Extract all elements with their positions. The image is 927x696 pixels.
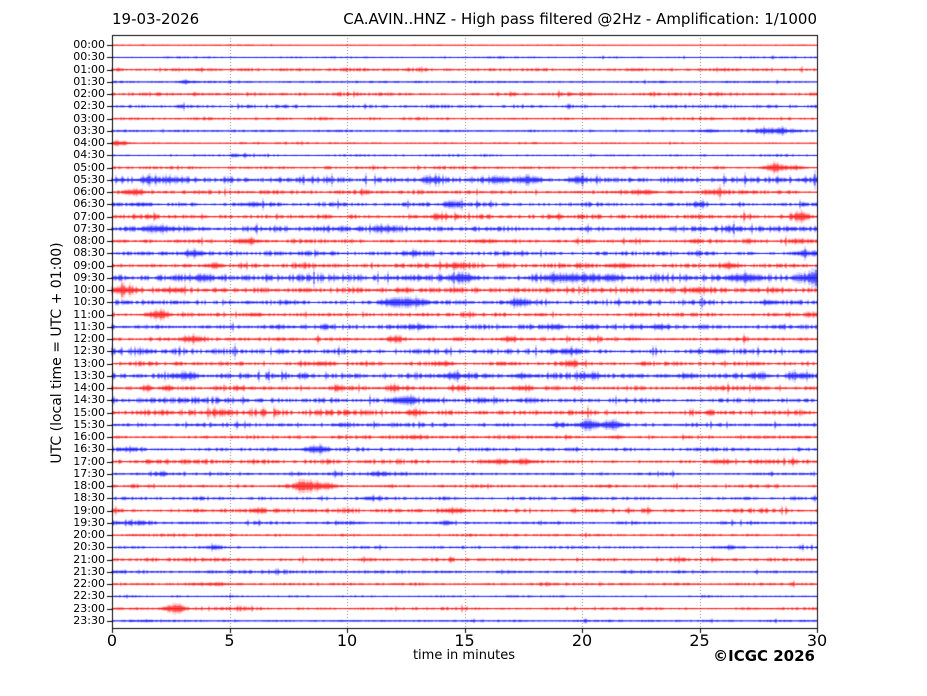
y-tick-label: 00:30 bbox=[73, 50, 105, 64]
x-tick-label: 10 bbox=[336, 631, 358, 650]
y-tick-label: 16:30 bbox=[73, 442, 105, 456]
y-tick-label: 07:00 bbox=[73, 209, 105, 223]
y-tick-label: 09:30 bbox=[73, 270, 105, 284]
y-tick-label: 05:30 bbox=[73, 172, 105, 186]
y-tick-label: 08:00 bbox=[73, 234, 105, 248]
y-tick-label: 23:00 bbox=[73, 601, 105, 615]
y-tick-label: 02:30 bbox=[73, 99, 105, 113]
y-tick-label: 15:00 bbox=[73, 405, 105, 419]
y-tick-label: 20:30 bbox=[73, 540, 105, 554]
y-tick-label: 23:30 bbox=[73, 613, 105, 627]
y-tick-label: 01:30 bbox=[73, 74, 105, 88]
y-tick-label: 20:00 bbox=[73, 528, 105, 542]
y-tick-label: 06:00 bbox=[73, 185, 105, 199]
y-tick-label: 03:30 bbox=[73, 123, 105, 137]
y-tick-label: 19:00 bbox=[73, 503, 105, 517]
copyright-label: ©ICGC 2026 bbox=[713, 647, 815, 665]
y-tick-label: 15:30 bbox=[73, 417, 105, 431]
y-tick-label: 08:30 bbox=[73, 246, 105, 260]
y-tick-label: 14:30 bbox=[73, 393, 105, 407]
y-tick-label: 19:30 bbox=[73, 515, 105, 529]
y-tick-label: 12:30 bbox=[73, 344, 105, 358]
y-tick-label: 00:00 bbox=[73, 38, 105, 52]
y-tick-label: 04:30 bbox=[73, 148, 105, 162]
x-axis-title: time in minutes bbox=[412, 648, 516, 663]
y-tick-label: 09:00 bbox=[73, 258, 105, 272]
y-tick-label: 18:00 bbox=[73, 479, 105, 493]
y-tick-label: 10:00 bbox=[73, 283, 105, 297]
station-title: CA.AVIN..HNZ - High pass filtered @2Hz -… bbox=[343, 10, 817, 28]
y-tick-label: 10:30 bbox=[73, 295, 105, 309]
y-tick-label: 02:00 bbox=[73, 87, 105, 101]
y-tick-label: 22:30 bbox=[73, 589, 105, 603]
y-tick-label: 22:00 bbox=[73, 577, 105, 591]
y-tick-label: 05:00 bbox=[73, 160, 105, 174]
y-tick-label: 03:00 bbox=[73, 111, 105, 125]
y-tick-label: 16:00 bbox=[73, 430, 105, 444]
x-tick-label: 5 bbox=[224, 631, 235, 650]
y-tick-label: 14:00 bbox=[73, 381, 105, 395]
y-tick-label: 17:00 bbox=[73, 454, 105, 468]
y-tick-label: 11:00 bbox=[73, 307, 105, 321]
y-tick-label: 18:30 bbox=[73, 491, 105, 505]
y-tick-label: 06:30 bbox=[73, 197, 105, 211]
x-tick-label: 30 bbox=[806, 631, 828, 650]
x-tick-label: 25 bbox=[689, 631, 710, 650]
y-tick-label: 17:30 bbox=[73, 466, 105, 480]
y-tick-label: 21:00 bbox=[73, 552, 105, 566]
y-tick-label: 21:30 bbox=[73, 564, 105, 578]
y-tick-label: 13:00 bbox=[73, 356, 105, 370]
x-tick-label: 20 bbox=[571, 631, 593, 650]
y-axis-title: UTC (local time = UTC + 01:00) bbox=[49, 242, 65, 464]
y-tick-label: 11:30 bbox=[73, 319, 105, 333]
x-tick-label: 15 bbox=[454, 631, 475, 650]
y-tick-label: 13:30 bbox=[73, 368, 105, 382]
x-tick-label: 0 bbox=[106, 631, 118, 650]
date-title: 19-03-2026 bbox=[112, 10, 200, 28]
y-tick-label: 01:00 bbox=[73, 62, 105, 76]
y-tick-label: 12:00 bbox=[73, 332, 105, 346]
y-tick-label: 07:30 bbox=[73, 221, 105, 235]
y-tick-label: 04:00 bbox=[73, 136, 105, 150]
